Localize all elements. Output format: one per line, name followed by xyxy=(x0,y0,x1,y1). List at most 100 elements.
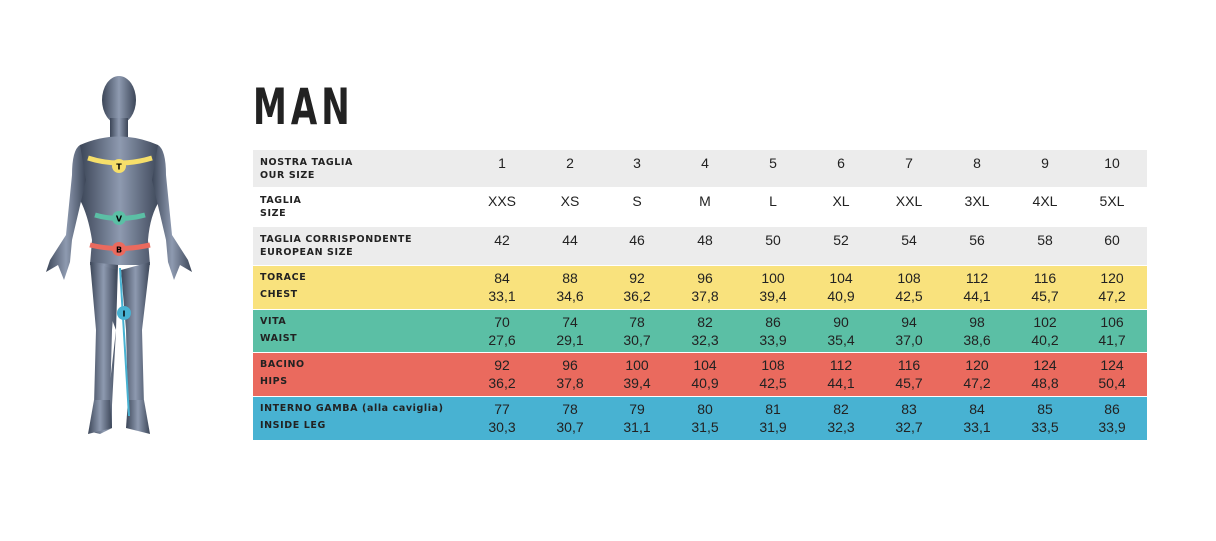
cell-value: 124 xyxy=(1100,357,1124,373)
cell-value: 79 xyxy=(629,401,645,417)
cell-value: 112 xyxy=(965,270,989,286)
row-label: VITA xyxy=(260,316,287,327)
cell-value: 108 xyxy=(897,270,921,286)
cell-value: 45,7 xyxy=(895,375,923,391)
cell-value: S xyxy=(632,193,642,209)
cell-value: 112 xyxy=(829,357,853,373)
cell-value: 3 xyxy=(633,155,641,171)
row-label: NOSTRA TAGLIA xyxy=(260,157,353,168)
cell-value: 83 xyxy=(901,401,917,417)
table-row: NOSTRA TAGLIA OUR SIZE 1 2 3 4 5 6 7 8 9 10 xyxy=(253,150,1147,187)
cell-value: 116 xyxy=(897,357,921,373)
cell-value: 6 xyxy=(837,155,845,171)
cell-value: 58 xyxy=(1037,232,1053,248)
cell-value: 85 xyxy=(1037,401,1053,417)
cell-value: 120 xyxy=(965,357,989,373)
cell-value: 82 xyxy=(697,314,713,330)
cell-value: 52 xyxy=(833,232,849,248)
cell-value: 30,7 xyxy=(556,419,584,435)
cell-value: 8 xyxy=(973,155,981,171)
cell-value: 92 xyxy=(629,270,645,286)
cell-value: 88 xyxy=(562,270,578,286)
cell-value: 44 xyxy=(562,232,578,248)
cell-value: 70 xyxy=(494,314,510,330)
cell-value: 50 xyxy=(765,232,781,248)
cell-value: 104 xyxy=(693,357,717,373)
cell-value: 5XL xyxy=(1099,193,1125,209)
row-label: CHEST xyxy=(260,289,298,300)
cell-value: 38,6 xyxy=(963,332,991,348)
cell-value: 42,5 xyxy=(759,375,787,391)
cell-value: 42,5 xyxy=(895,288,923,304)
cell-value: XXS xyxy=(487,193,516,209)
cell-value: 31,5 xyxy=(691,419,719,435)
cell-value: 37,8 xyxy=(556,375,584,391)
cell-value: 98 xyxy=(969,314,985,330)
cell-value: 33,1 xyxy=(963,419,991,435)
cell-value: 84 xyxy=(969,401,985,417)
cell-value: 78 xyxy=(562,401,578,417)
marker-label: V xyxy=(116,215,123,224)
cell-value: 104 xyxy=(829,270,853,286)
table-row: BACINO HIPS 92 36,2 96 37,8 100 39,4 104 40,9 108 4… xyxy=(253,353,1147,396)
cell-value: M xyxy=(699,193,711,209)
cell-value: 5 xyxy=(769,155,777,171)
row-label: BACINO xyxy=(260,359,305,370)
cell-value: 42 xyxy=(494,232,510,248)
cell-value: 37,0 xyxy=(895,332,923,348)
cell-value: 54 xyxy=(901,232,917,248)
cell-value: 48,8 xyxy=(1031,375,1059,391)
cell-value: 36,2 xyxy=(488,375,516,391)
marker xyxy=(112,242,126,256)
cell-value: 108 xyxy=(761,357,785,373)
cell-value: 116 xyxy=(1033,270,1057,286)
cell-value: 124 xyxy=(1033,357,1057,373)
cell-value: XL xyxy=(832,193,850,209)
table-row: TAGLIA SIZE XXS XS S M L XL XXL 3XL 4XL 5XL xyxy=(253,188,1147,226)
cell-value: 29,1 xyxy=(556,332,584,348)
table-row: VITA WAIST 70 27,6 74 29,1 78 30,7 82 32,3 86 33,9 9… xyxy=(253,310,1147,352)
cell-value: 30,3 xyxy=(488,419,516,435)
cell-value: XS xyxy=(560,193,580,209)
cell-value: 4XL xyxy=(1032,193,1058,209)
cell-value: 90 xyxy=(833,314,849,330)
cell-value: 40,2 xyxy=(1031,332,1059,348)
cell-value: 47,2 xyxy=(1098,288,1126,304)
row-label: HIPS xyxy=(260,376,288,387)
cell-value: 1 xyxy=(498,155,506,171)
leg-line xyxy=(119,267,130,417)
cell-value: 86 xyxy=(765,314,781,330)
table-row: TORACE CHEST 84 33,1 88 34,6 92 36,2 96 37,8 100 39… xyxy=(253,266,1147,309)
cell-value: 30,7 xyxy=(623,332,651,348)
cell-value: 50,4 xyxy=(1098,375,1126,391)
cell-value: 84 xyxy=(494,270,510,286)
cell-value: 39,4 xyxy=(759,288,787,304)
cell-value: 31,9 xyxy=(759,419,787,435)
cell-value: 10 xyxy=(1104,155,1120,171)
row-label: INSIDE LEG xyxy=(260,420,326,431)
cell-value: 96 xyxy=(697,270,713,286)
cell-value: 120 xyxy=(1100,270,1124,286)
cell-value: 4 xyxy=(701,155,709,171)
table-row: INTERNO GAMBA (alla caviglia) INSIDE LEG 7… xyxy=(253,397,1147,440)
cell-value: 9 xyxy=(1041,155,1049,171)
cell-value: 60 xyxy=(1104,232,1120,248)
cell-value: 74 xyxy=(562,314,578,330)
row-label: OUR SIZE xyxy=(260,169,315,181)
cell-value: 82 xyxy=(833,401,849,417)
cell-value: 102 xyxy=(1033,314,1057,330)
cell-value: 27,6 xyxy=(488,332,516,348)
cell-value: 86 xyxy=(1104,401,1120,417)
cell-value: 77 xyxy=(494,401,510,417)
cell-value: 36,2 xyxy=(623,288,651,304)
row-label: WAIST xyxy=(260,333,298,344)
cell-value: 34,6 xyxy=(556,288,584,304)
cell-value: 33,5 xyxy=(1031,419,1059,435)
cell-value: 81 xyxy=(765,401,781,417)
marker xyxy=(112,211,126,225)
cell-value: 100 xyxy=(761,270,785,286)
cell-value: 41,7 xyxy=(1098,332,1126,348)
cell-value: 35,4 xyxy=(827,332,855,348)
cell-value: XXL xyxy=(895,193,923,209)
